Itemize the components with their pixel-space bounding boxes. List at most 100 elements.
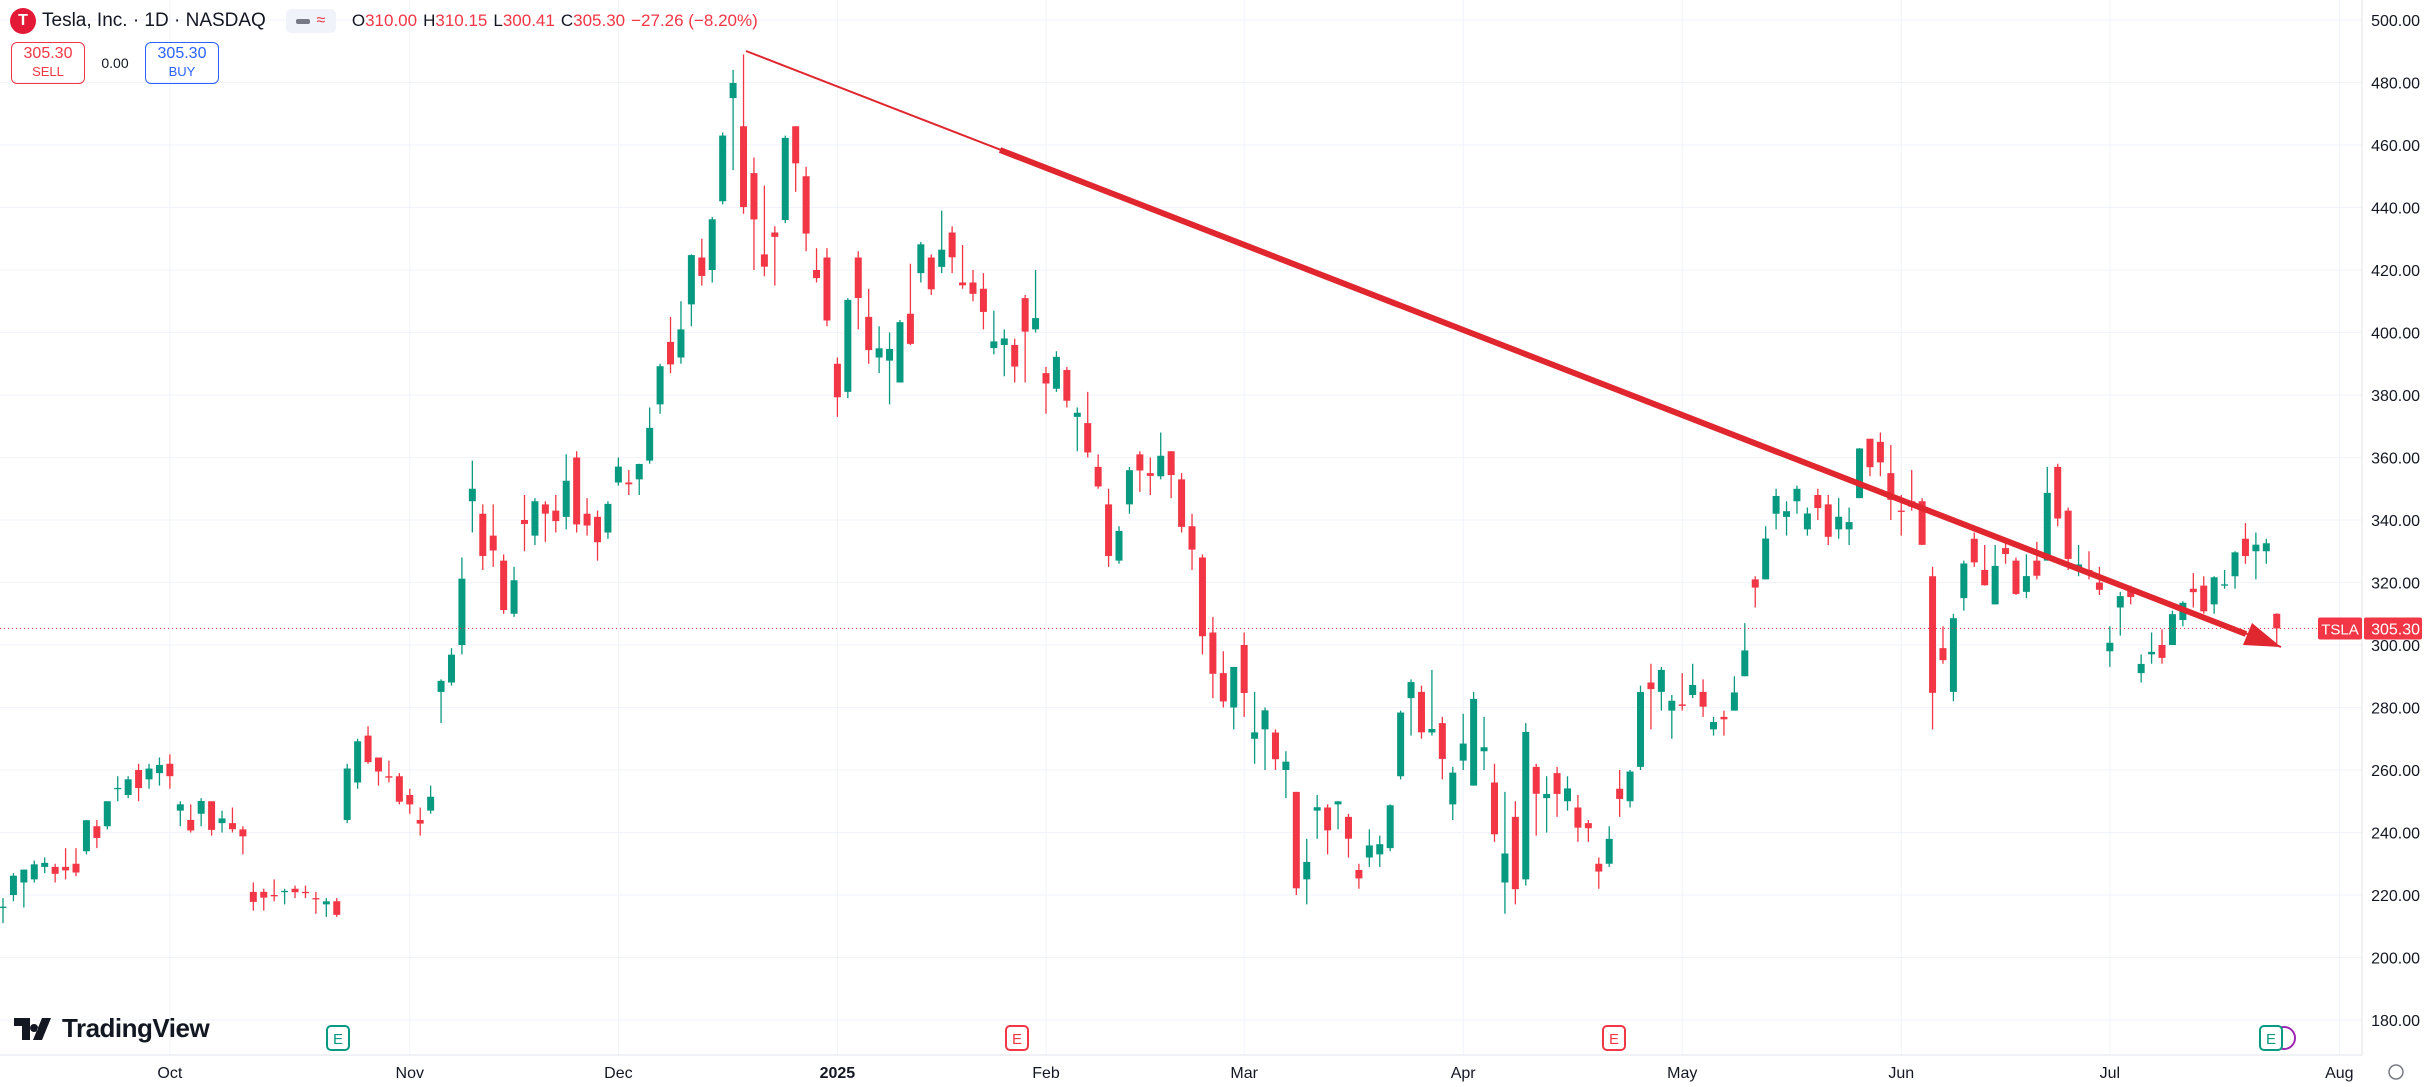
- candle-body: [1449, 772, 1457, 805]
- candle-body: [270, 895, 278, 897]
- spread: 0.00: [101, 55, 129, 71]
- candle-body: [1063, 370, 1071, 401]
- candle-body: [458, 578, 466, 645]
- y-tick-label: 180.00: [2371, 1013, 2420, 1030]
- last-price-tag: [2364, 617, 2422, 640]
- buy-button[interactable]: 305.30 BUY: [145, 42, 219, 84]
- candle-body: [1762, 538, 1770, 580]
- candle-body: [208, 801, 216, 830]
- candle-body: [1501, 853, 1509, 883]
- candle-body: [886, 348, 894, 361]
- candle-body: [437, 680, 445, 692]
- earnings-marker[interactable]: E: [2259, 1025, 2296, 1051]
- candle-body: [1584, 823, 1592, 829]
- candle-body: [1480, 747, 1488, 752]
- candle-body: [917, 244, 925, 274]
- candle-body: [124, 779, 132, 795]
- candle-body: [1125, 470, 1133, 505]
- candle-body: [427, 796, 435, 811]
- y-tick-label: 260.00: [2371, 763, 2420, 780]
- candle-body: [896, 322, 904, 383]
- candle-body: [1522, 731, 1530, 880]
- candle-body: [1459, 743, 1467, 761]
- candle-body: [729, 82, 737, 99]
- candle-body: [155, 764, 163, 774]
- candle-body: [343, 768, 351, 820]
- ohlc-item: H310.15: [423, 11, 487, 31]
- x-tick-label: May: [1667, 1065, 1697, 1082]
- candle-body: [667, 341, 675, 365]
- x-tick-label: Jun: [1888, 1065, 1914, 1082]
- candle-body: [1490, 782, 1498, 835]
- candle-body: [1814, 495, 1822, 509]
- candle-body: [135, 770, 143, 789]
- candle-body: [1376, 844, 1384, 855]
- x-tick-label: Nov: [396, 1065, 424, 1082]
- candle-body: [1918, 501, 1926, 545]
- y-tick-label: 240.00: [2371, 826, 2420, 843]
- candle-body: [322, 901, 330, 905]
- candle-body: [677, 329, 685, 358]
- candle-body: [552, 510, 560, 522]
- candle-body: [979, 288, 987, 312]
- candle-body: [385, 776, 393, 778]
- candle-body: [740, 126, 748, 208]
- candle-body: [1282, 761, 1290, 770]
- candle-body: [145, 768, 153, 780]
- earnings-marker[interactable]: E: [326, 1025, 350, 1051]
- candle-body: [1303, 861, 1311, 880]
- candle-body: [2168, 614, 2176, 645]
- sell-button[interactable]: 305.30 SELL: [11, 42, 85, 84]
- earnings-badge: [1602, 1025, 1626, 1051]
- candle-body: [1793, 488, 1801, 502]
- candle-body: [1960, 563, 1968, 599]
- candle-body: [573, 457, 581, 525]
- branding[interactable]: TradingView: [14, 1013, 210, 1044]
- candle-body: [1783, 511, 1791, 517]
- candle-body: [1949, 618, 1957, 692]
- candle-body: [2231, 552, 2239, 577]
- candle-body: [1720, 716, 1728, 720]
- candle-body: [1678, 704, 1686, 706]
- x-tick-label: Aug: [2325, 1065, 2353, 1082]
- candle-body: [2262, 543, 2270, 552]
- earnings-label: E: [2266, 1031, 2276, 1048]
- candle-body: [2210, 577, 2218, 605]
- candle-body: [2221, 584, 2229, 586]
- ohlc-values: O310.00 H310.15 L300.41 C305.30 −27.26 (…: [352, 11, 758, 31]
- indicator-toggle[interactable]: ≈: [285, 9, 336, 33]
- candle-body: [990, 341, 998, 349]
- candle-body: [2106, 642, 2114, 652]
- candle-body: [1251, 732, 1259, 739]
- candle-body: [406, 795, 414, 805]
- candle-body: [1292, 791, 1300, 889]
- candle-body: [1324, 807, 1332, 831]
- candle-body: [865, 316, 873, 351]
- earnings-marker[interactable]: E: [1602, 1025, 1626, 1051]
- candle-body: [249, 891, 257, 902]
- symbol-tag: [2318, 617, 2362, 640]
- candle-body: [260, 891, 268, 898]
- candle-body: [30, 864, 38, 880]
- candle-body: [594, 516, 602, 543]
- candle-body: [9, 875, 17, 895]
- x-tick-label: 2025: [820, 1065, 856, 1082]
- ohlc-item: C305.30: [561, 11, 625, 31]
- last-price-label: 305.30: [2371, 621, 2420, 638]
- trend-arrow[interactable]: [998, 147, 2248, 637]
- candle-body: [1689, 684, 1697, 695]
- candle-body: [1929, 576, 1937, 693]
- candle-body: [833, 363, 841, 398]
- y-tick-label: 360.00: [2371, 451, 2420, 468]
- candle-body: [1626, 771, 1634, 802]
- earnings-label: E: [333, 1031, 343, 1048]
- symbol-title[interactable]: Tesla, Inc. · 1D · NASDAQ: [42, 10, 266, 31]
- earnings-label: E: [1012, 1031, 1022, 1048]
- settings-icon[interactable]: [2388, 1064, 2404, 1080]
- ohlc-key: L: [493, 11, 503, 30]
- ohlc-value: 310.15: [435, 11, 488, 30]
- earnings-marker[interactable]: E: [1005, 1025, 1029, 1051]
- candle-body: [510, 580, 518, 614]
- candle-body: [625, 482, 633, 485]
